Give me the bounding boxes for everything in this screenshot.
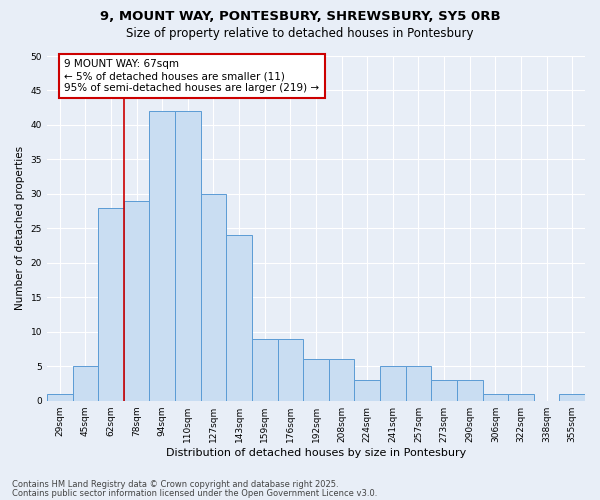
Bar (149, 111, 175, 401)
Bar (98, 208, 124, 400)
Text: Contains HM Land Registry data © Crown copyright and database right 2025.: Contains HM Land Registry data © Crown c… (12, 480, 338, 489)
Bar (73, 366, 98, 400)
Bar (200, 194, 226, 400)
Bar (508, 394, 534, 400)
Bar (431, 380, 457, 400)
Bar (175, 111, 200, 401)
Text: 9 MOUNT WAY: 67sqm
← 5% of detached houses are smaller (11)
95% of semi-detached: 9 MOUNT WAY: 67sqm ← 5% of detached hous… (64, 60, 319, 92)
Bar (559, 394, 585, 400)
Bar (380, 366, 406, 400)
Bar (226, 235, 252, 400)
Bar (482, 394, 508, 400)
Bar (406, 366, 431, 400)
Bar (303, 360, 329, 401)
Text: 9, MOUNT WAY, PONTESBURY, SHREWSBURY, SY5 0RB: 9, MOUNT WAY, PONTESBURY, SHREWSBURY, SY… (100, 10, 500, 23)
Text: Size of property relative to detached houses in Pontesbury: Size of property relative to detached ho… (126, 28, 474, 40)
X-axis label: Distribution of detached houses by size in Pontesbury: Distribution of detached houses by size … (166, 448, 466, 458)
Bar (329, 360, 355, 401)
Text: Contains public sector information licensed under the Open Government Licence v3: Contains public sector information licen… (12, 488, 377, 498)
Bar (47, 394, 73, 400)
Bar (124, 201, 149, 400)
Bar (355, 380, 380, 400)
Y-axis label: Number of detached properties: Number of detached properties (15, 146, 25, 310)
Bar (457, 380, 482, 400)
Bar (252, 338, 278, 400)
Bar (278, 338, 303, 400)
